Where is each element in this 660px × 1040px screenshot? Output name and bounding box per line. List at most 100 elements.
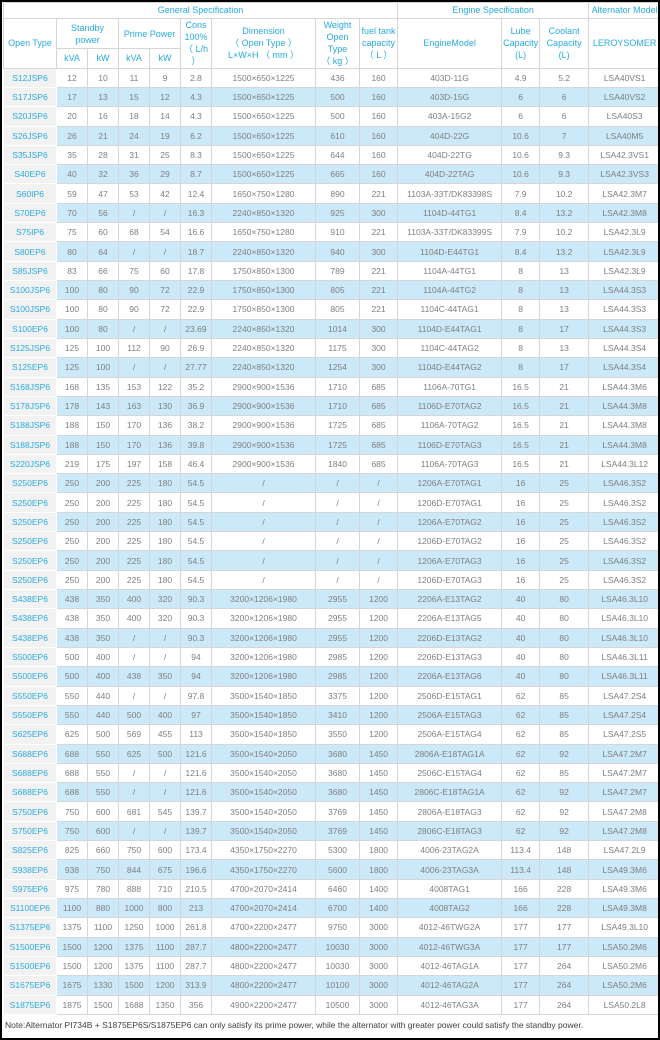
- model-link-cell[interactable]: S40EP6: [3, 164, 57, 185]
- value-cell: 177: [501, 917, 541, 938]
- value-cell: 350: [149, 666, 181, 687]
- model-link-cell[interactable]: S250EP6: [3, 531, 57, 552]
- value-cell: LSA42.3L9: [588, 260, 658, 282]
- value-cell: 440: [87, 704, 119, 726]
- value-cell: LSA44.3S3: [588, 279, 658, 301]
- value-cell: LSA50.2M6: [588, 975, 658, 996]
- model-link-cell[interactable]: S550EP6: [3, 704, 57, 726]
- value-cell: 8: [501, 260, 541, 282]
- value-cell: 18.7: [180, 241, 212, 262]
- value-cell: 4.9: [501, 67, 541, 88]
- model-link-cell[interactable]: S100JSP6: [3, 279, 57, 301]
- model-link-cell[interactable]: S70EP6: [3, 202, 57, 224]
- col-header-prime-power: Prime Power: [118, 17, 181, 50]
- value-cell: 3500×1540×2050: [211, 762, 316, 784]
- value-cell: 112: [118, 337, 150, 359]
- model-link-cell[interactable]: S750EP6: [3, 820, 57, 842]
- model-link-cell[interactable]: S168JSP6: [3, 376, 57, 397]
- value-cell: 3200×1206×1980: [211, 646, 316, 668]
- model-link-cell[interactable]: S750EP6: [3, 801, 57, 822]
- value-cell: /: [358, 531, 399, 552]
- model-link-cell[interactable]: S250EP6: [3, 492, 57, 513]
- value-cell: 177: [501, 994, 541, 1015]
- model-link-cell[interactable]: S500EP6: [3, 646, 57, 668]
- model-link-cell[interactable]: S188JSP6: [3, 415, 57, 436]
- model-link-cell[interactable]: S100EP6: [3, 318, 57, 339]
- value-cell: 21: [539, 395, 590, 417]
- value-cell: 90: [118, 279, 150, 301]
- model-link-cell[interactable]: S125EP6: [3, 357, 57, 378]
- value-cell: /: [118, 685, 150, 706]
- table-row: S688EP6 688 550//121.6 3500×1540×2050 3680 14…: [3, 762, 658, 784]
- model-link-cell[interactable]: S688EP6: [3, 743, 57, 764]
- value-cell: LSA42.3L9: [588, 241, 658, 262]
- model-link-cell[interactable]: S188JSP6: [3, 434, 57, 455]
- model-link-cell[interactable]: S35JSP6: [3, 144, 57, 166]
- value-cell: 1200: [358, 666, 399, 687]
- value-cell: 600: [87, 820, 119, 842]
- value-cell: /: [358, 550, 399, 571]
- model-link-cell[interactable]: S1500EP6: [3, 955, 57, 977]
- model-link-cell[interactable]: S500EP6: [3, 666, 57, 687]
- value-cell: 1875: [56, 994, 88, 1015]
- model-link-cell[interactable]: S178JSP6: [3, 395, 57, 417]
- model-link-cell[interactable]: S17JSP6: [3, 86, 57, 108]
- value-cell: 7.9: [501, 183, 541, 204]
- model-link-cell[interactable]: S26JSP6: [3, 125, 57, 146]
- model-link-cell[interactable]: S100JSP6: [3, 299, 57, 320]
- model-link-cell[interactable]: S438EP6: [3, 627, 57, 648]
- model-link-cell[interactable]: S250EP6: [3, 550, 57, 571]
- model-link-cell[interactable]: S60IP6: [3, 183, 57, 204]
- model-link-cell[interactable]: S1675EP6: [3, 975, 57, 996]
- model-link-cell[interactable]: S125JSP6: [3, 337, 57, 359]
- value-cell: 170: [118, 434, 150, 455]
- value-cell: 1206D-E70TAG3: [397, 569, 503, 591]
- model-link-cell[interactable]: S250EP6: [3, 569, 57, 591]
- value-cell: 72: [149, 299, 181, 320]
- table-row: S40EP6 40 32 36 29 8.7 1500×650×1225 665 160 404D…: [3, 164, 658, 185]
- value-cell: 178: [56, 395, 88, 417]
- value-cell: 2955: [315, 608, 360, 629]
- value-cell: 228: [539, 878, 590, 900]
- value-cell: 21: [539, 453, 590, 475]
- model-link-cell[interactable]: S1875EP6: [3, 994, 57, 1015]
- table-row: S70EP6 70 56//16.3 2240×850×1320 925 300 1104D…: [3, 202, 658, 224]
- value-cell: 1254: [315, 357, 360, 378]
- model-link-cell[interactable]: S75IP6: [3, 222, 57, 243]
- value-cell: 550: [87, 782, 119, 803]
- value-cell: 2806C-E18TAG1A: [397, 782, 503, 803]
- value-cell: 75: [56, 222, 88, 243]
- model-link-cell[interactable]: S1375EP6: [3, 917, 57, 938]
- value-cell: 2506A-E15TAG3: [397, 704, 503, 726]
- model-link-cell[interactable]: S688EP6: [3, 782, 57, 803]
- value-cell: /: [149, 357, 181, 378]
- value-cell: 3769: [315, 801, 360, 822]
- value-cell: 438: [56, 627, 88, 648]
- model-link-cell[interactable]: S1100EP6: [3, 897, 57, 919]
- model-link-cell[interactable]: S688EP6: [3, 762, 57, 784]
- value-cell: 250: [56, 473, 88, 494]
- value-cell: 2900×900×1536: [211, 434, 316, 455]
- value-cell: 665: [315, 164, 360, 185]
- model-link-cell[interactable]: S938EP6: [3, 859, 57, 880]
- value-cell: 188: [56, 434, 88, 455]
- model-link-cell[interactable]: S250EP6: [3, 511, 57, 533]
- model-link-cell[interactable]: S1500EP6: [3, 936, 57, 957]
- value-cell: 177: [539, 936, 590, 957]
- value-cell: 6: [539, 106, 590, 127]
- model-link-cell[interactable]: S12JSP6: [3, 67, 57, 88]
- model-link-cell[interactable]: S438EP6: [3, 588, 57, 610]
- model-link-cell[interactable]: S80EP6: [3, 241, 57, 262]
- model-link-cell[interactable]: S825EP6: [3, 840, 57, 861]
- value-cell: 13.2: [539, 241, 590, 262]
- model-link-cell[interactable]: S625EP6: [3, 724, 57, 745]
- model-link-cell[interactable]: S550EP6: [3, 685, 57, 706]
- model-link-cell[interactable]: S220JSP6: [3, 453, 57, 475]
- model-link-cell[interactable]: S438EP6: [3, 608, 57, 629]
- model-link-cell[interactable]: S975EP6: [3, 878, 57, 900]
- model-link-cell[interactable]: S250EP6: [3, 473, 57, 494]
- model-link-cell[interactable]: S85JSP6: [3, 260, 57, 282]
- value-cell: 550: [56, 685, 88, 706]
- model-link-cell[interactable]: S20JSP6: [3, 106, 57, 127]
- value-cell: 200: [87, 531, 119, 552]
